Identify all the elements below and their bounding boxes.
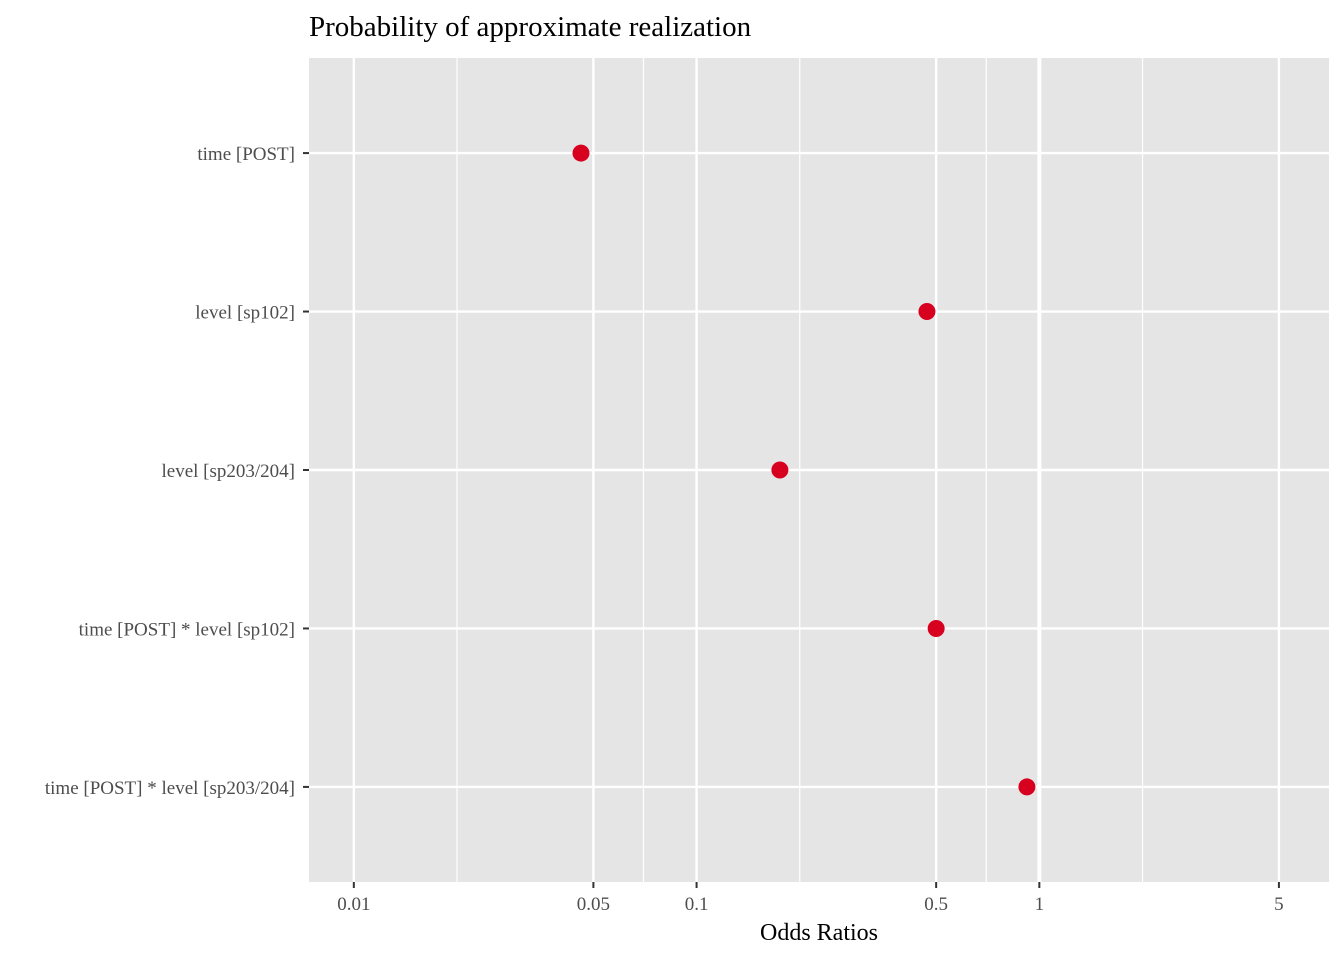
- x-tick-label: 0.5: [924, 894, 948, 915]
- axis-layer: 0.01 0.05 0.1 0.5 1 5 time [POST] level [sp102]…: [45, 144, 1284, 915]
- y-tick-label: level [sp203/204]: [161, 461, 295, 482]
- grid-layer: [309, 58, 1329, 882]
- x-tick-label: 1: [1035, 894, 1045, 915]
- x-tick-label: 5: [1274, 894, 1284, 915]
- x-tick-label: 0.1: [685, 894, 709, 915]
- chart-title: Probability of approximate realization: [309, 11, 752, 43]
- odds-ratio-point: [771, 461, 789, 479]
- odds-ratio-point: [927, 619, 945, 637]
- y-tick-label: time [POST] * level [sp102]: [79, 619, 295, 640]
- x-tick-label: 0.01: [337, 894, 370, 915]
- y-tick-label: time [POST]: [197, 144, 295, 165]
- x-axis-label: Odds Ratios: [760, 920, 878, 946]
- odds-ratio-point: [572, 144, 590, 162]
- x-tick-label: 0.05: [577, 894, 610, 915]
- odds-ratio-point: [918, 303, 936, 321]
- odds-ratio-point: [1018, 778, 1036, 796]
- y-tick-label: level [sp102]: [195, 303, 295, 324]
- points-layer: [572, 144, 1036, 796]
- y-tick-label: time [POST] * level [sp203/204]: [45, 778, 295, 799]
